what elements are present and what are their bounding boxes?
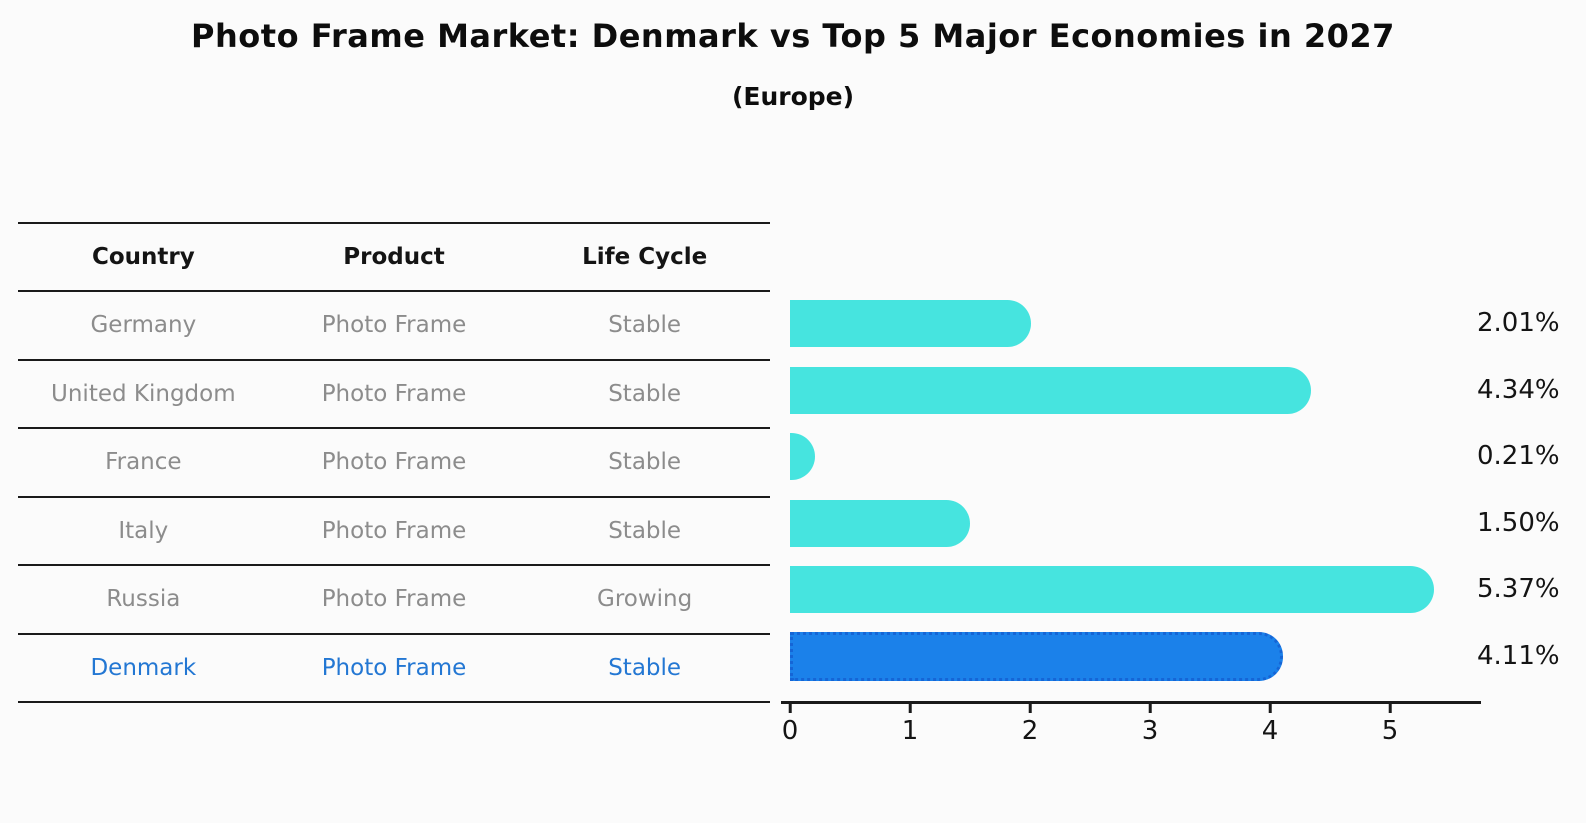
- chart-subtitle: (Europe): [731, 82, 855, 111]
- column-header-country: Country: [91, 244, 195, 270]
- country-cell: France: [105, 449, 182, 476]
- product-cell: Photo Frame: [321, 449, 467, 476]
- country-cell: Germany: [90, 312, 197, 339]
- bar-row-italy: 1.50%: [790, 490, 1560, 557]
- country-cell: Italy: [118, 517, 169, 544]
- x-tick-3: 3: [1141, 704, 1159, 746]
- tick-mark: [1268, 704, 1272, 713]
- bar-series: 2.01% 4.34% 0.21% 1.50% 5.37% 4.11%: [790, 290, 1560, 690]
- table-header-row: Country Product Life Cycle: [18, 224, 770, 292]
- tick-mark: [908, 704, 912, 713]
- tick-mark: [1028, 704, 1032, 713]
- tick-mark: [788, 704, 792, 713]
- value-label: 4.11%: [1477, 640, 1560, 671]
- tick-label: 0: [781, 716, 799, 746]
- bar-row-france: 0.21%: [790, 423, 1560, 490]
- bar-row-denmark: 4.11%: [790, 623, 1560, 690]
- life-cycle-cell: Stable: [608, 449, 682, 476]
- country-table: Country Product Life Cycle Germany Photo…: [18, 222, 770, 703]
- x-tick-0: 0: [781, 704, 799, 746]
- life-cycle-cell: Stable: [608, 517, 682, 544]
- value-label: 0.21%: [1477, 441, 1560, 472]
- product-cell: Photo Frame: [321, 312, 467, 339]
- life-cycle-cell: Growing: [597, 586, 693, 613]
- life-cycle-cell: Stable: [608, 380, 682, 407]
- bar-russia: [790, 566, 1435, 613]
- product-cell: Photo Frame: [321, 517, 467, 544]
- column-header-life-cycle: Life Cycle: [582, 244, 708, 270]
- country-cell: Russia: [106, 586, 181, 613]
- x-tick-2: 2: [1021, 704, 1039, 746]
- bar-denmark-highlighted: [790, 631, 1284, 681]
- bar-italy: [790, 499, 970, 547]
- table-row-russia: Russia Photo Frame Growing: [18, 566, 770, 635]
- country-cell: Denmark: [90, 654, 197, 681]
- tick-label: 5: [1381, 716, 1399, 746]
- bar-france: [790, 433, 816, 480]
- x-axis: 0 1 2 3 4 5: [781, 701, 1481, 761]
- tick-label: 2: [1021, 716, 1039, 746]
- bar-germany: [790, 300, 1032, 347]
- x-tick-1: 1: [901, 704, 919, 746]
- table-row-germany: Germany Photo Frame Stable: [18, 292, 770, 361]
- product-cell: Photo Frame: [321, 654, 467, 681]
- bar-row-united-kingdom: 4.34%: [790, 357, 1560, 424]
- tick-label: 1: [901, 716, 919, 746]
- chart-title: Photo Frame Market: Denmark vs Top 5 Maj…: [191, 17, 1395, 55]
- value-label: 4.34%: [1477, 374, 1560, 405]
- column-header-product: Product: [343, 244, 445, 270]
- table-row-united-kingdom: United Kingdom Photo Frame Stable: [18, 361, 770, 429]
- country-cell: United Kingdom: [51, 380, 236, 407]
- life-cycle-cell: Stable: [608, 312, 682, 339]
- tick-mark: [1148, 704, 1152, 713]
- tick-label: 3: [1141, 716, 1159, 746]
- bar-row-germany: 2.01%: [790, 290, 1560, 357]
- product-cell: Photo Frame: [321, 586, 467, 613]
- bar-united-kingdom: [790, 366, 1311, 414]
- product-cell: Photo Frame: [321, 380, 467, 407]
- value-label: 1.50%: [1477, 507, 1560, 538]
- bar-row-russia: 5.37%: [790, 556, 1560, 623]
- x-axis-line: [781, 701, 1481, 704]
- bar-chart: 2.01% 4.34% 0.21% 1.50% 5.37% 4.11%: [781, 290, 1560, 770]
- tick-mark: [1388, 704, 1392, 713]
- table-row-denmark: Denmark Photo Frame Stable: [18, 635, 770, 703]
- x-tick-4: 4: [1261, 704, 1279, 746]
- tick-label: 4: [1261, 716, 1279, 746]
- table-row-italy: Italy Photo Frame Stable: [18, 498, 770, 566]
- life-cycle-cell: Stable: [608, 654, 682, 681]
- value-label: 5.37%: [1477, 574, 1560, 605]
- table-row-france: France Photo Frame Stable: [18, 429, 770, 498]
- value-label: 2.01%: [1477, 308, 1560, 339]
- x-tick-5: 5: [1381, 704, 1399, 746]
